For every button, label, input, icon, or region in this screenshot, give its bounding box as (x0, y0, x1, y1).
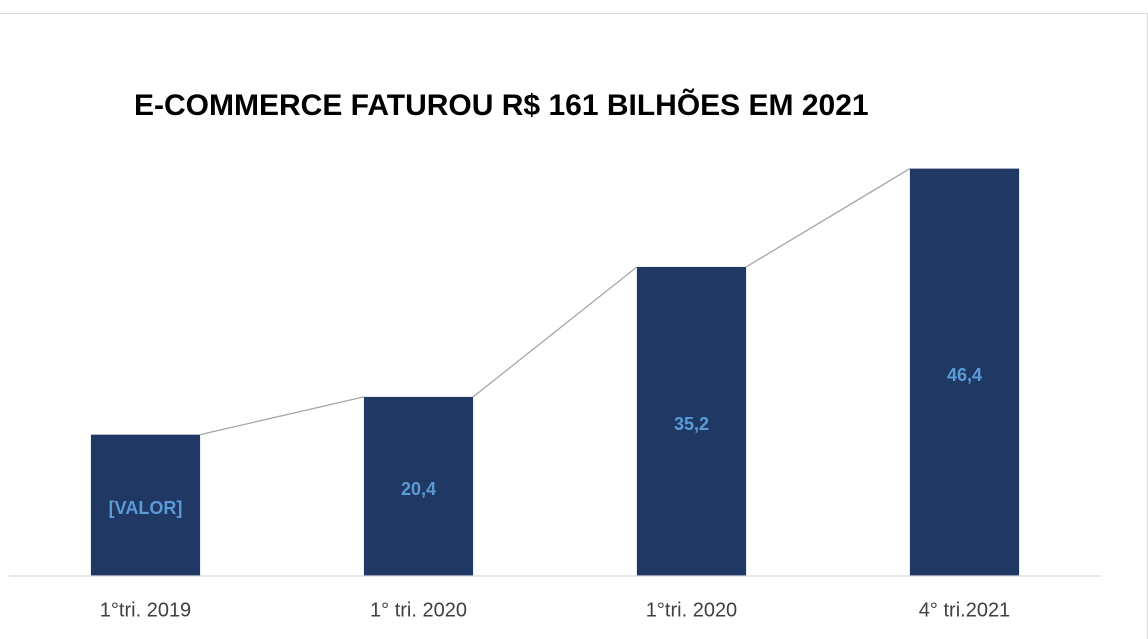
connector-line (472, 266, 638, 398)
bar (909, 168, 1020, 576)
bar (636, 266, 747, 576)
x-tick-label: 1°tri. 2019 (100, 599, 191, 621)
chart-title: E-COMMERCE FATUROU R$ 161 BILHÕES EM 202… (134, 88, 869, 122)
x-tick-label: 1° tri. 2020 (370, 599, 467, 621)
connector-line (745, 168, 911, 268)
x-tick-label: 4° tri.2021 (919, 599, 1010, 621)
bar (90, 434, 201, 576)
connector-line (199, 396, 365, 436)
value-label: 20,4 (401, 479, 436, 499)
value-label: 35,2 (674, 414, 709, 434)
value-label: [VALOR] (109, 498, 183, 518)
value-label: 46,4 (947, 365, 982, 385)
bar (363, 396, 474, 576)
x-tick-label: 1°tri. 2020 (646, 599, 737, 621)
